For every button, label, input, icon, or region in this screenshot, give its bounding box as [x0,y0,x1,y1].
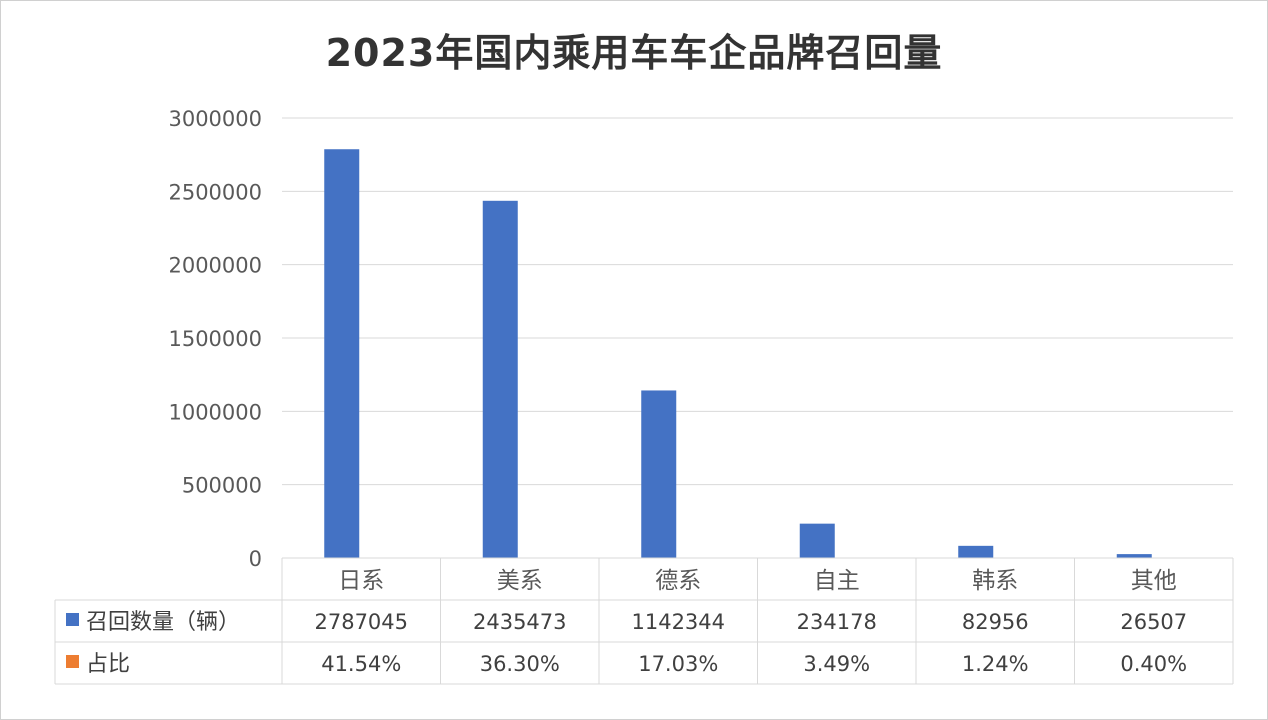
bar-日系 [324,149,360,558]
category-label: 美系 [497,568,543,594]
data-cell: 26507 [1120,610,1187,634]
bar-美系 [482,200,518,558]
bars [324,149,1152,558]
data-cell: 41.54% [321,652,401,676]
data-cell: 3.49% [803,652,870,676]
legend-label: 召回数量（辆） [86,610,240,635]
y-tick-label: 2000000 [168,254,262,278]
category-label: 日系 [338,568,384,594]
data-cell: 2787045 [314,610,408,634]
legend-label: 占比 [86,652,130,677]
y-tick-label: 1000000 [168,400,262,424]
y-axis-ticks: 0 500000 1000000 1500000 2000000 2500000 30000… [168,107,262,571]
bar-其他 [1116,554,1152,558]
chart-title: 2023年国内乘用车车企品牌召回量 [325,31,943,75]
category-label: 自主 [814,568,860,594]
legend-swatch [66,655,79,668]
legend-swatch [66,613,79,626]
bar-自主 [799,523,835,558]
data-cell: 1142344 [631,610,725,634]
category-label: 德系 [655,568,701,594]
y-tick-label: 500000 [182,474,262,498]
y-tick-label: 0 [249,547,262,571]
category-label: 韩系 [972,568,1018,594]
data-cell: 2435473 [473,610,567,634]
bar-韩系 [958,545,994,558]
y-tick-label: 2500000 [168,180,262,204]
category-label: 其他 [1131,568,1177,594]
y-tick-label: 3000000 [168,107,262,131]
data-cell: 234178 [797,610,877,634]
bar-德系 [641,390,677,558]
data-cell: 1.24% [962,652,1029,676]
gridlines [282,117,1233,559]
y-tick-label: 1500000 [168,327,262,351]
data-cell: 82956 [962,610,1029,634]
data-cell: 36.30% [480,652,560,676]
data-cell: 0.40% [1120,652,1187,676]
data-cell: 17.03% [638,652,718,676]
